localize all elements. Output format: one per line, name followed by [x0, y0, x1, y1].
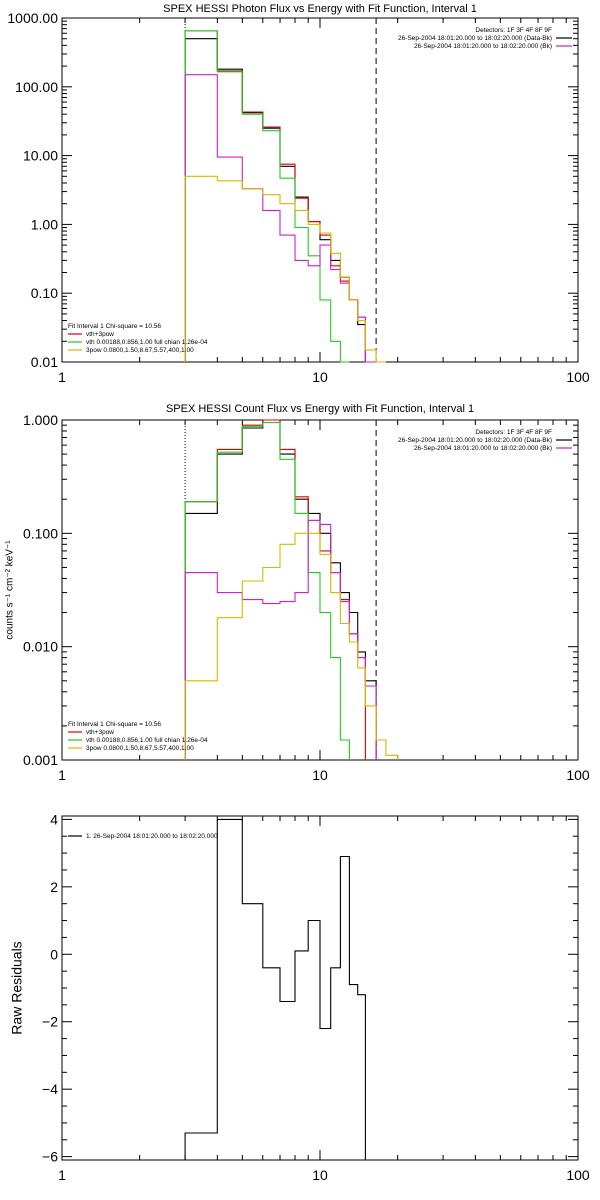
- legend-entry: vth 0.00188,0.856,1.00 full chian 1.26e-…: [86, 737, 208, 744]
- y-axis-label: counts s⁻¹ cm⁻² keV⁻¹: [5, 540, 16, 640]
- header-text: 26-Sep-2004 18:01:20.000 to 18:02:20.000…: [414, 445, 552, 452]
- x-axis: 1 10 100: [58, 816, 590, 1183]
- panel-3: Raw Residuals 1 10 100 −6 −4 −2 0 2 4 1. 26-Sep-20…: [9, 811, 590, 1183]
- series-group: [184, 30, 386, 363]
- y-tick-label: 0.01: [31, 354, 58, 370]
- x-axis: 1 10 100: [58, 18, 590, 385]
- legend-entry: Fit Interval 1 Chi-square = 10.56: [68, 323, 161, 330]
- series-line-yellow: [184, 532, 399, 760]
- y-tick-label: −2: [42, 1014, 58, 1030]
- y-tick-label: 0: [50, 946, 58, 962]
- y-tick-label: −4: [42, 1081, 58, 1097]
- series-line-magenta: [184, 74, 377, 363]
- header-text: 26-Sep-2004 18:01:20.000 to 18:02:20.000…: [414, 43, 552, 50]
- legend: 1. 26-Sep-2004 18:01:20.000 to 18:02:20.…: [68, 833, 218, 840]
- series-line-magenta: [184, 519, 377, 760]
- y-tick-label: 1.000: [23, 412, 58, 428]
- series-line-black: [184, 419, 377, 760]
- series-group: [184, 818, 366, 1160]
- legend: Fit Interval 1 Chi-square = 10.56vth+3po…: [68, 721, 208, 752]
- header-text: 26-Sep-2004 18:01:20.000 to 18:02:20.000…: [398, 35, 552, 42]
- header-text: Detectors: 1F 3F 4F 8F 9F: [475, 27, 552, 34]
- plot-frame: [61, 17, 579, 363]
- legend: Fit Interval 1 Chi-square = 10.56vth+3po…: [68, 323, 208, 354]
- y-tick-label: 1.00: [31, 216, 58, 232]
- header-text: Detectors: 1F 3F 4F 8F 9F: [475, 429, 552, 436]
- series-group: [184, 419, 399, 760]
- y-tick-label: 2: [50, 879, 58, 895]
- y-tick-label: 100.00: [15, 79, 58, 95]
- x-tick-label: 1: [58, 369, 66, 385]
- y-axis: 0.01 0.10 1.00 10.00 100.00 1000.00: [7, 10, 578, 370]
- y-tick-label: 1000.00: [7, 10, 58, 26]
- y-tick-label: −6: [42, 1149, 58, 1165]
- header-text: 26-Sep-2004 18:01:20.000 to 18:02:20.000…: [398, 437, 552, 444]
- y-tick-label: 0.010: [23, 639, 58, 655]
- legend-entry: vth+3pow: [86, 729, 114, 736]
- x-axis: 1 10 100: [58, 420, 590, 783]
- series-line-green: [184, 30, 350, 363]
- y-axis-label: Raw Residuals: [9, 941, 25, 1034]
- series-line-green: [184, 421, 350, 760]
- y-axis: 0.001 0.010 0.100 1.000: [23, 412, 578, 768]
- legend-entry: Fit Interval 1 Chi-square = 10.56: [68, 721, 161, 728]
- x-tick-label: 100: [566, 1167, 590, 1183]
- legend-entry: 3pow 0.0800,1.50,8.67,5.57,400,1.00: [86, 347, 194, 354]
- series-line-black: [184, 818, 366, 1160]
- series-line-red: [184, 419, 366, 760]
- x-tick-label: 10: [312, 1167, 328, 1183]
- x-tick-label: 100: [566, 369, 590, 385]
- legend-entry: 3pow 0.0800,1.50,8.67,5.57,400,1.00: [86, 745, 194, 752]
- y-tick-label: 0.001: [23, 752, 58, 768]
- legend-entry: 1. 26-Sep-2004 18:01:20.000 to 18:02:20.…: [86, 833, 218, 840]
- legend-entry: vth 0.00188,0.856,1.00 full chian 1.26e-…: [86, 339, 208, 346]
- x-tick-label: 10: [312, 767, 328, 783]
- legend-entry: vth+3pow: [86, 331, 114, 338]
- y-tick-label: 10.00: [23, 148, 58, 164]
- series-line-red: [184, 30, 366, 362]
- panel-1: SPEX HESSI Photon Flux vs Energy with Fi…: [7, 3, 590, 385]
- chart-title: SPEX HESSI Count Flux vs Energy with Fit…: [166, 403, 474, 415]
- x-tick-label: 10: [312, 369, 328, 385]
- series-line-yellow: [184, 175, 386, 363]
- y-tick-label: 0.10: [31, 285, 58, 301]
- series-line-black: [184, 38, 366, 362]
- x-tick-label: 1: [58, 1167, 66, 1183]
- y-axis: −6 −4 −2 0 2 4: [42, 811, 578, 1165]
- y-tick-label: 0.100: [23, 525, 58, 541]
- y-tick-label: 4: [50, 811, 58, 827]
- x-tick-label: 100: [566, 767, 590, 783]
- x-tick-label: 1: [58, 767, 66, 783]
- chart-title: SPEX HESSI Photon Flux vs Energy with Fi…: [163, 3, 477, 15]
- panel-2: SPEX HESSI Count Flux vs Energy with Fit…: [5, 403, 590, 783]
